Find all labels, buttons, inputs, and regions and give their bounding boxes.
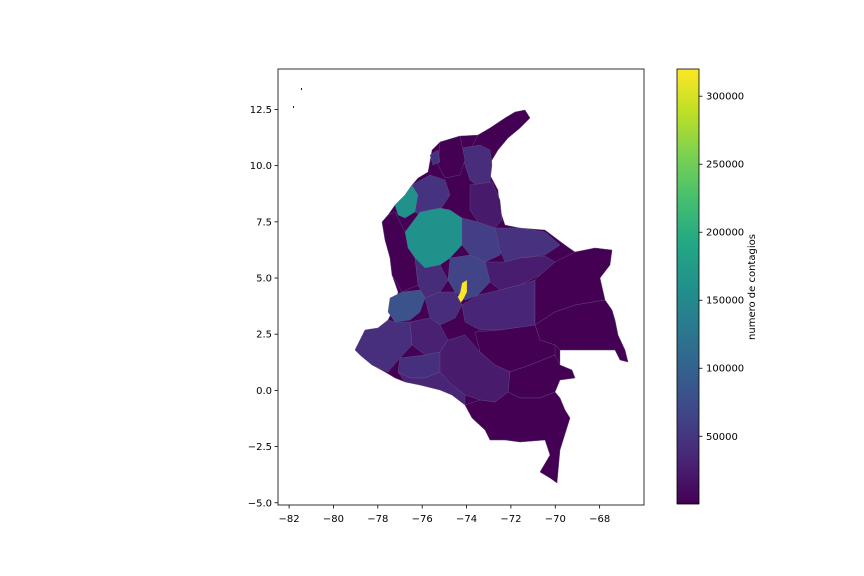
y-tick-label: 12.5: [250, 105, 272, 116]
y-tick-label: −2.5: [248, 442, 272, 453]
region-eje-cafetero: [414, 257, 449, 299]
y-tick-label: −5.0: [248, 498, 272, 509]
region-santander: [461, 217, 506, 263]
colorbar-tick-label: 300000: [706, 92, 744, 103]
colorbar-ticks: 50000 100000 150000 200000 250000 300000: [699, 92, 744, 443]
x-axis-ticks: −82 −80 −78 −76 −74 −72 −70 −68: [279, 505, 610, 525]
y-tick-label: 0.0: [256, 386, 272, 397]
y-tick-label: 7.5: [256, 217, 272, 228]
colorbar: 50000 100000 150000 200000 250000 300000 nume…: [676, 68, 758, 505]
region-amazonas: [464, 391, 571, 484]
plot-frame: [277, 68, 645, 506]
colorbar-tick-label: 100000: [706, 364, 744, 375]
region-narino: [354, 319, 413, 373]
x-tick-label: −68: [589, 514, 610, 525]
map-axes: −82 −80 −78 −76 −74 −72 −70 −68 −5.0 −2.5 0.0 2.5 5…: [248, 68, 645, 525]
colorbar-label: numero de contagios: [747, 234, 758, 340]
x-tick-label: −72: [500, 514, 521, 525]
region-norte-santander: [469, 181, 503, 229]
x-tick-label: −76: [412, 514, 433, 525]
region-guainia: [534, 299, 629, 363]
region-choco: [381, 211, 419, 293]
colorbar-tick-label: 150000: [706, 296, 744, 307]
region-putumayo: [397, 371, 466, 406]
island-providencia: [301, 88, 302, 90]
y-tick-label: 10.0: [250, 161, 272, 172]
y-axis-ticks: −5.0 −2.5 0.0 2.5 5.0 7.5 10.0 12.5: [248, 105, 278, 509]
y-tick-label: 5.0: [256, 274, 272, 285]
region-atlantico: [429, 149, 441, 166]
colorbar-tick-label: 50000: [706, 432, 738, 443]
colorbar-gradient: [676, 68, 700, 505]
region-valle: [387, 289, 426, 323]
island-san-andres: [293, 106, 294, 108]
y-tick-label: 2.5: [256, 330, 272, 341]
colorbar-tick-label: 200000: [706, 228, 744, 239]
region-arauca: [494, 227, 561, 263]
colorbar-tick-label: 250000: [706, 160, 744, 171]
x-tick-label: −78: [367, 514, 388, 525]
region-magdalena: [437, 135, 466, 179]
x-tick-label: −80: [323, 514, 344, 525]
x-tick-label: −82: [279, 514, 300, 525]
region-cordoba: [394, 184, 419, 219]
x-tick-label: −74: [456, 514, 477, 525]
region-cesar: [461, 144, 493, 189]
region-bolivar: [411, 174, 451, 219]
x-tick-label: −70: [545, 514, 566, 525]
colombia-map: [293, 88, 629, 484]
